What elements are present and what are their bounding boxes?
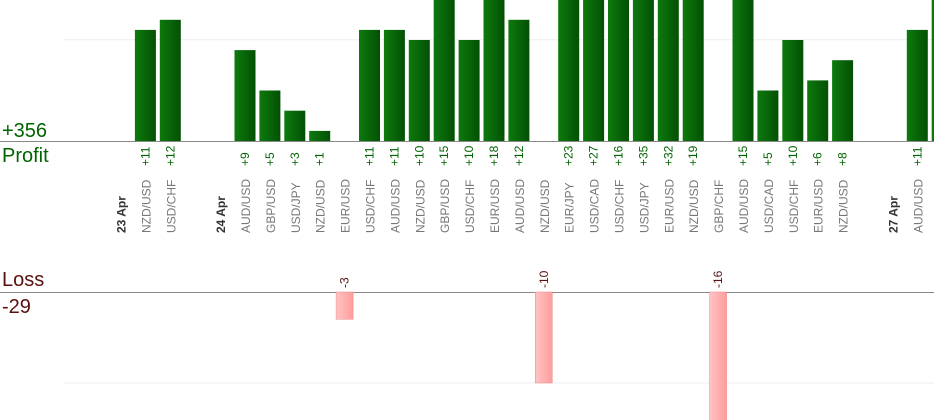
profit-value-label: +12 — [512, 145, 526, 166]
profit-value-label: +11 — [910, 146, 924, 166]
profit-bar — [732, 0, 754, 141]
profit-bar — [309, 130, 331, 141]
profit-bar — [383, 29, 405, 141]
profit-bar — [608, 0, 629, 142]
profit-bar — [657, 0, 679, 142]
pair-label: GBP/USD — [438, 179, 452, 233]
profit-value-label: +15 — [437, 145, 451, 166]
loss-bar — [535, 291, 553, 384]
profit-bar — [433, 0, 455, 141]
profit-label: Profit — [2, 145, 49, 167]
profit-value-label: +19 — [686, 145, 700, 166]
profit-value-label: +6 — [811, 152, 825, 166]
pair-label: EUR/USD — [488, 179, 502, 233]
pair-label: EUR/USD — [339, 179, 353, 233]
loss-value-label: -16 — [711, 270, 725, 288]
pair-label: USD/CAD — [588, 179, 602, 233]
profit-value-label: +3 — [288, 152, 302, 166]
profit-bar — [134, 29, 156, 141]
loss-bar — [335, 291, 354, 320]
pair-label: USD/JPY — [289, 182, 303, 233]
pair-label: GBP/USD — [264, 179, 278, 233]
pair-label: AUD/USD — [239, 179, 253, 233]
pair-label: USD/CHF — [463, 180, 477, 233]
profit-bar — [458, 40, 480, 141]
profit-bar — [483, 0, 505, 142]
loss-label: Loss — [2, 269, 45, 291]
profit-bar — [583, 0, 605, 142]
profit-bar — [807, 80, 829, 141]
date-label: 24 Apr — [214, 196, 228, 233]
profit-value-label: +5 — [263, 152, 277, 166]
pair-label: AUD/USD — [388, 179, 402, 233]
pair-label: NZD/USD — [687, 179, 701, 233]
profit-value-label: +10 — [412, 145, 426, 166]
pair-label: NZD/USD — [837, 179, 851, 233]
profit-value-label: +18 — [487, 145, 501, 166]
profit-total: +356 — [2, 120, 48, 142]
pair-label: USD/CHF — [613, 180, 627, 233]
profit-value-label: +27 — [587, 145, 601, 166]
pair-label: USD/CAD — [762, 179, 776, 233]
pair-label: USD/CHF — [164, 180, 178, 233]
profit-value-label: +11 — [138, 146, 152, 166]
profit-value-label: +5 — [761, 152, 775, 166]
profit-bar — [832, 60, 854, 142]
profit-bar — [284, 110, 306, 141]
pair-label: NZD/USD — [139, 179, 153, 233]
profit-value-label: +10 — [462, 145, 476, 166]
profit-value-label: +35 — [636, 145, 650, 166]
pair-label: USD/CHF — [364, 180, 378, 233]
profit-bar — [757, 90, 779, 141]
pair-label: EUR/USD — [812, 179, 826, 233]
profit-value-label: +11 — [387, 146, 401, 166]
profit-value-label: +8 — [836, 152, 850, 166]
profit-bar — [408, 40, 430, 141]
pair-label: NZD/USD — [538, 179, 552, 233]
pair-label: EUR/JPY — [563, 182, 577, 233]
loss-value-label: -10 — [537, 270, 551, 288]
loss-total: -29 — [2, 296, 31, 318]
pair-label: EUR/USD — [662, 179, 676, 233]
pair-label: GBP/CHF — [712, 180, 726, 233]
profit-value-label: +15 — [736, 145, 750, 166]
date-label: 23 Apr — [115, 196, 129, 233]
profit-bar — [259, 90, 281, 141]
profit-value-label: +10 — [786, 145, 800, 166]
profit-bar — [931, 0, 934, 142]
profit-bar — [782, 40, 804, 141]
loss-bar — [709, 291, 727, 420]
profit-value-label: +12 — [163, 145, 177, 166]
profit-value-label: +1 — [313, 152, 327, 166]
pair-label: AUD/USD — [911, 179, 925, 233]
profit-bar — [558, 0, 580, 141]
profit-value-label: +11 — [363, 146, 377, 166]
profit-bar — [906, 29, 928, 141]
profit-bar — [632, 0, 654, 141]
profit-value-label: +32 — [661, 145, 675, 166]
profit-value-label: +23 — [562, 145, 576, 166]
pair-label: USD/CHF — [787, 180, 801, 233]
profit-value-label: +16 — [612, 145, 626, 166]
pair-label: NZD/USD — [413, 179, 427, 233]
profit-bar — [682, 0, 704, 141]
profit-bar — [359, 29, 380, 141]
profit-value-label: +9 — [238, 152, 252, 166]
profit-bar — [159, 19, 181, 141]
pair-label: AUD/USD — [737, 179, 751, 233]
pair-label: AUD/USD — [513, 179, 527, 233]
profit-bar — [234, 50, 256, 141]
pair-label: USD/JPY — [637, 182, 651, 233]
profit-bar — [508, 19, 530, 141]
date-label: 27 Apr — [886, 196, 900, 233]
loss-value-label: -3 — [338, 277, 352, 288]
pair-label: NZD/USD — [314, 179, 328, 233]
